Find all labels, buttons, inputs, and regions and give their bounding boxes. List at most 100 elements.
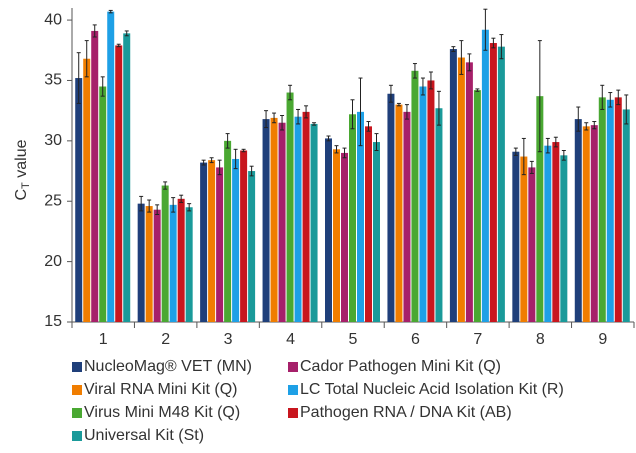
bar bbox=[302, 111, 310, 322]
x-tick-label: 4 bbox=[286, 331, 295, 348]
bar bbox=[411, 70, 419, 322]
y-axis-label: CT value bbox=[13, 139, 32, 200]
error-bar bbox=[374, 133, 379, 152]
bar bbox=[373, 142, 380, 322]
x-tick-label: 9 bbox=[598, 331, 607, 348]
bar bbox=[560, 155, 568, 322]
error-bar bbox=[561, 150, 566, 161]
legend-label: LC Total Nucleic Acid Isolation Kit (R) bbox=[300, 381, 564, 398]
bar bbox=[598, 97, 606, 322]
error-bar bbox=[171, 197, 176, 213]
error-bar bbox=[513, 147, 518, 156]
legend-swatch bbox=[72, 362, 82, 372]
bar bbox=[365, 126, 372, 322]
bar bbox=[582, 126, 590, 322]
legend-label: Virus Mini M48 Kit (Q) bbox=[84, 404, 240, 421]
error-bar bbox=[233, 148, 238, 170]
error-bar bbox=[483, 8, 488, 51]
bar bbox=[419, 86, 427, 322]
error-bar bbox=[616, 89, 621, 106]
error-bar bbox=[436, 90, 441, 126]
bar bbox=[262, 119, 270, 322]
error-bar bbox=[545, 137, 550, 154]
bar bbox=[200, 162, 208, 322]
bar bbox=[357, 111, 364, 322]
error-bar bbox=[84, 40, 89, 78]
legend-label: Pathogen RNA / DNA Kit (AB) bbox=[300, 404, 512, 421]
error-bar bbox=[163, 181, 168, 190]
bar bbox=[552, 142, 560, 322]
error-bar bbox=[201, 159, 206, 166]
error-bar bbox=[272, 112, 277, 124]
bar bbox=[349, 114, 356, 323]
error-bar bbox=[124, 30, 129, 37]
error-bar bbox=[608, 92, 613, 108]
error-bar bbox=[404, 104, 409, 120]
error-bar bbox=[249, 165, 254, 177]
bar bbox=[185, 207, 193, 322]
bar bbox=[240, 150, 248, 322]
error-bar bbox=[264, 110, 269, 129]
error-bar bbox=[225, 133, 230, 149]
bar bbox=[325, 138, 332, 322]
legend-swatch bbox=[288, 362, 298, 372]
error-bar bbox=[592, 121, 597, 130]
y-label-rest: value bbox=[13, 139, 30, 182]
bar bbox=[208, 160, 216, 322]
bar bbox=[83, 58, 91, 322]
bar bbox=[387, 93, 395, 322]
legend-swatch bbox=[72, 431, 82, 441]
bar bbox=[489, 43, 497, 323]
y-label-main: C bbox=[13, 189, 30, 201]
bar bbox=[145, 206, 153, 322]
bar bbox=[294, 116, 302, 322]
error-bar bbox=[412, 63, 417, 79]
bar bbox=[622, 109, 630, 322]
error-bar bbox=[396, 102, 401, 107]
error-bar bbox=[209, 157, 214, 164]
x-tick-label: 5 bbox=[349, 331, 358, 348]
bar bbox=[278, 122, 286, 322]
bar bbox=[473, 90, 481, 322]
y-tick-label: 30 bbox=[44, 132, 62, 149]
bar bbox=[91, 30, 99, 322]
bar bbox=[333, 149, 340, 322]
bar bbox=[161, 185, 169, 322]
bar bbox=[115, 45, 123, 322]
error-bar bbox=[326, 135, 331, 142]
error-bar bbox=[334, 145, 339, 154]
bar bbox=[75, 78, 83, 323]
bar bbox=[512, 151, 520, 322]
bar bbox=[427, 80, 435, 322]
error-bar bbox=[475, 88, 480, 92]
bar bbox=[153, 209, 161, 322]
error-bar bbox=[116, 43, 121, 48]
y-tick-label: 40 bbox=[44, 11, 62, 28]
bar bbox=[528, 167, 536, 322]
error-bar bbox=[624, 94, 629, 125]
y-tick-label: 15 bbox=[44, 313, 62, 330]
bar bbox=[169, 204, 177, 322]
error-bar bbox=[312, 122, 317, 126]
bar bbox=[449, 49, 457, 323]
y-label-sub: T bbox=[20, 182, 32, 189]
bar bbox=[435, 108, 443, 322]
legend-label: Cador Pathogen Mini Kit (Q) bbox=[300, 358, 501, 375]
bar bbox=[224, 140, 232, 322]
legend-label: Universal Kit (St) bbox=[84, 427, 204, 444]
x-tick-label: 1 bbox=[99, 331, 108, 348]
legend-swatch bbox=[72, 385, 82, 395]
error-bar bbox=[342, 147, 347, 159]
bar bbox=[574, 119, 582, 322]
x-tick-label: 3 bbox=[224, 331, 233, 348]
legend-swatch bbox=[72, 408, 82, 418]
bar bbox=[107, 11, 115, 322]
bar bbox=[341, 152, 348, 322]
bar bbox=[248, 171, 256, 322]
x-tick-label: 2 bbox=[161, 331, 170, 348]
bar bbox=[216, 167, 224, 322]
error-bar bbox=[217, 159, 222, 176]
error-bar bbox=[584, 122, 589, 131]
bar bbox=[177, 198, 185, 322]
bar bbox=[614, 97, 622, 322]
